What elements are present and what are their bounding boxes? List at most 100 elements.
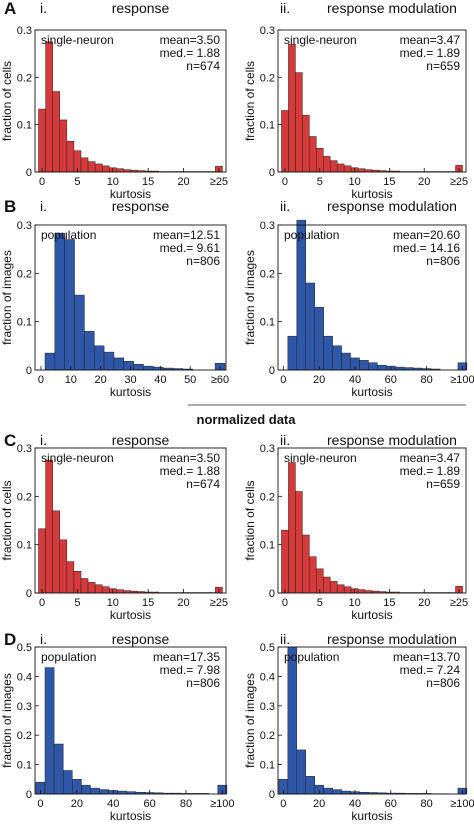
chart-d2-bar: [323, 787, 333, 795]
chart-c2-x-tick-label: 10: [348, 597, 360, 609]
chart-b1-y-tick-label: 0: [26, 365, 32, 377]
chart-a1-y-tick-label: 0.2: [17, 72, 32, 84]
chart-c1-x-tick-label: 10: [107, 597, 119, 609]
chart-c1-stat-line: med.= 1.88: [160, 464, 221, 478]
chart-b2-bar: [359, 360, 369, 371]
chart-d1-stat-line: mean=17.35: [153, 650, 220, 664]
chart-c1-stat-line: mean=3.50: [160, 451, 221, 465]
chart-b2-stat-line: n=806: [426, 254, 460, 268]
chart-a1-y-tick-label: 0.1: [17, 120, 32, 132]
chart-a2-y-tick-label: 0.3: [260, 25, 275, 37]
chart-a2-stat-line: mean=3.47: [400, 33, 461, 47]
chart-c2-bar: [302, 534, 310, 594]
chart-d1-x-tick-label: 60: [143, 798, 155, 810]
chart-d2-y-tick-label: 0.4: [260, 671, 275, 683]
chart-a1-x-tick-label: 5: [74, 176, 80, 188]
chart-c2-panel-number: ii.: [280, 432, 290, 448]
chart-a2-bar: [288, 43, 296, 173]
chart-d2-axes-frame: [277, 646, 467, 795]
chart-c1-y-tick-label: 0.3: [17, 443, 32, 455]
chart-c1-x-tick-label: 20: [177, 597, 189, 609]
chart-c2-y-tick-label: 0.2: [260, 491, 275, 503]
chart-d1-x-tick-label: 40: [107, 798, 119, 810]
chart-b1-y-tick-label: 0.3: [17, 220, 32, 232]
chart-a1-bar: [66, 140, 75, 173]
chart-b1-y-tick-label: 0.1: [17, 317, 32, 329]
chart-c1-axes-frame: [34, 447, 227, 594]
chart-c2-y-tick-label: 0: [269, 588, 275, 600]
chart-d2-bar: [305, 776, 315, 795]
chart-a2-bar: [309, 136, 317, 173]
chart-d2-bar: [287, 646, 298, 795]
chart-c2-bar: [357, 589, 366, 594]
chart-d2-y-axis-label: fraction of images: [243, 673, 257, 768]
chart-b2-bar: [323, 335, 333, 371]
chart-c2-stat-line: n=659: [426, 477, 460, 491]
row-letter-d: D: [4, 630, 16, 649]
row-letter-b: B: [4, 197, 16, 216]
chart-a1-axes-frame: [34, 29, 227, 173]
chart-a2-y-tick-label: 0.1: [260, 120, 275, 132]
chart-c2-title: response modulation: [327, 432, 457, 448]
chart-c1-x-tick-label: 0: [39, 597, 45, 609]
chart-c1-bar: [94, 584, 103, 594]
chart-d2-x-tick-label: 40: [349, 798, 361, 810]
chart-c1-bar: [66, 561, 75, 594]
chart-b1-bar: [93, 345, 105, 371]
chart-a1-title: response: [112, 0, 170, 16]
chart-a1-x-tick-label: ≥25: [210, 176, 228, 188]
chart-d1-bar: [62, 770, 73, 795]
chart-d1-bar: [44, 667, 55, 795]
chart-b2-x-axis-label: kurtosis: [351, 385, 392, 399]
chart-c1-bar: [101, 586, 110, 594]
chart-b2-group-label: population: [284, 228, 339, 242]
chart-a1-bar: [116, 168, 124, 173]
section-divider-label: normalized data: [197, 412, 297, 427]
chart-b2-x-tick-label: 0: [280, 374, 286, 386]
chart-c2-x-tick-label: 20: [418, 597, 430, 609]
chart-a2-x-tick-label: 20: [418, 176, 430, 188]
chart-c2-bar: [343, 586, 352, 594]
chart-a2-x-tick-label: 10: [348, 176, 360, 188]
chart-b2-bar: [377, 364, 387, 371]
chart-a1-y-tick-label: 0: [26, 167, 32, 179]
chart-b1-panel-number: i.: [40, 198, 47, 214]
chart-b1-x-tick-label: 50: [184, 374, 196, 386]
chart-b1-y-axis-label: fraction of images: [0, 250, 14, 345]
chart-d2-bar: [296, 749, 306, 795]
chart-a2-bar: [281, 110, 289, 173]
chart-b1-title: response: [112, 198, 170, 214]
chart-b1-bar: [44, 352, 56, 371]
chart-c1-bar: [87, 582, 96, 594]
chart-d1-bar: [81, 784, 91, 795]
chart-b1-bar: [103, 351, 115, 371]
chart-c1-y-tick-label: 0.2: [17, 491, 32, 503]
chart-d2-x-tick-label: 0: [280, 798, 286, 810]
chart-a1-bar: [59, 119, 68, 173]
chart-c1-x-tick-label: ≥25: [210, 597, 228, 609]
chart-d1-y-tick-label: 0.4: [17, 671, 32, 683]
chart-d1-group-label: population: [41, 650, 96, 664]
chart-b2-x-tick-label: 20: [313, 374, 325, 386]
chart-c1-bar: [116, 589, 124, 594]
chart-c1-x-tick-label: 5: [74, 597, 80, 609]
chart-a2-bar: [343, 165, 352, 173]
chart-d2-y-tick-label: 0.1: [260, 760, 275, 772]
chart-a2-x-axis-label: kurtosis: [351, 187, 392, 201]
chart-c2-stat-line: med.= 1.89: [400, 464, 461, 478]
chart-b1-bar: [54, 232, 65, 371]
chart-b1-stat-line: n=806: [186, 254, 220, 268]
chart-d2-x-tick-label: 20: [313, 798, 325, 810]
chart-b1-bar: [123, 361, 134, 371]
chart-a1-x-tick-label: 20: [177, 176, 189, 188]
chart-c2-y-tick-label: 0.1: [260, 540, 275, 552]
chart-b2-y-tick-label: 0.3: [260, 220, 275, 232]
chart-a1-stat-line: mean=3.50: [160, 33, 221, 47]
chart-a1-y-tick-label: 0.3: [17, 25, 32, 37]
chart-c1-bar: [45, 459, 53, 594]
chart-b1-x-tick-label: 10: [65, 374, 77, 386]
chart-a2-x-tick-label: 0: [282, 176, 288, 188]
chart-c1-bar: [38, 528, 46, 594]
chart-a2-stat-line: med.= 1.89: [400, 46, 461, 60]
chart-d1-y-tick-label: 0: [26, 789, 32, 801]
